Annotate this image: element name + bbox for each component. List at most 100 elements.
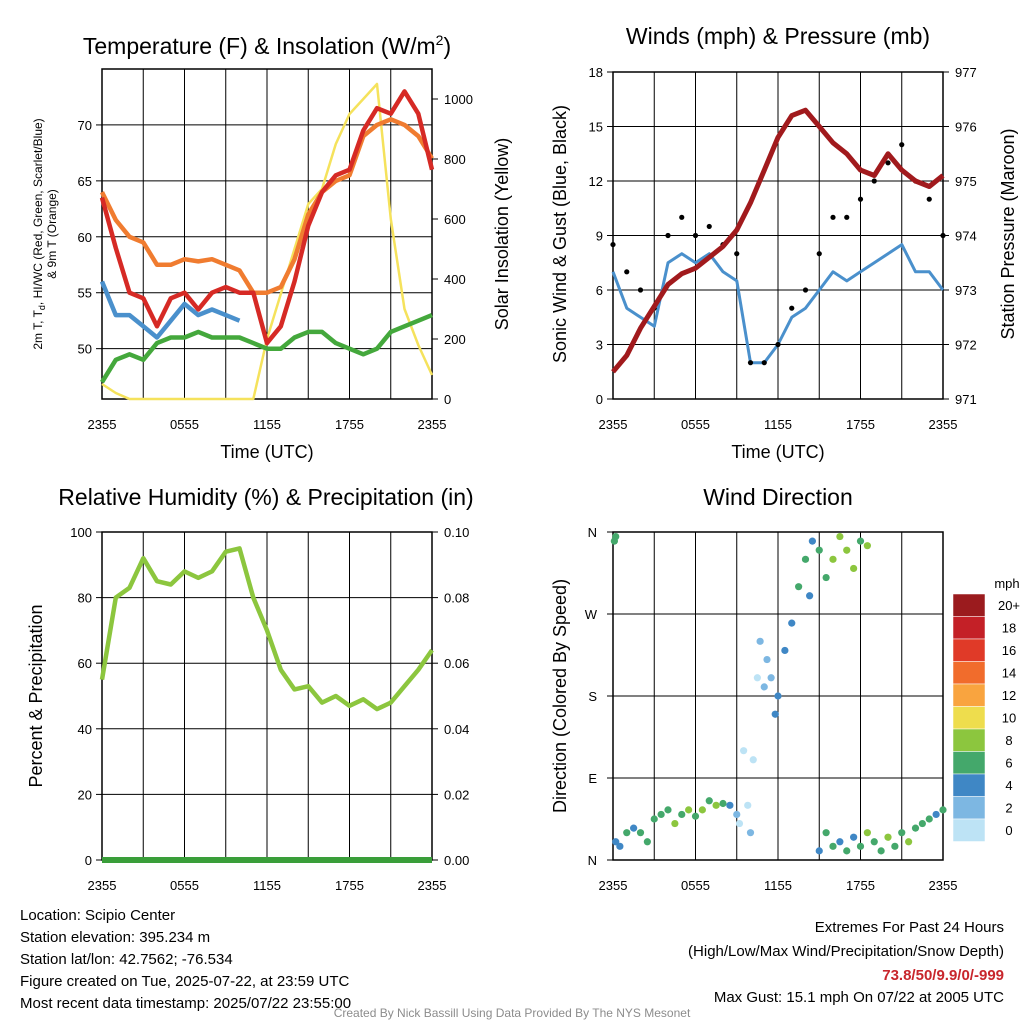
legend-swatch	[952, 818, 986, 842]
pressure-y-label: Station Pressure (Maroon)	[998, 128, 1018, 339]
direction-point	[733, 810, 741, 819]
direction-point	[763, 655, 771, 664]
direction-points	[610, 532, 947, 855]
extremes-values: 73.8/50/9.9/0/-999	[882, 967, 1004, 984]
direction-title: Wind Direction	[703, 484, 853, 510]
direction-point	[756, 637, 764, 645]
direction-point	[678, 810, 686, 819]
recent-timestamp: Most recent data timestamp: 2025/07/22 2…	[20, 995, 352, 1012]
y2-tick-label: 800	[444, 152, 466, 167]
legend-swatch	[952, 706, 986, 730]
direction-y-label: Direction (Colored By Speed)	[550, 579, 570, 813]
y-tick-label: 100	[70, 525, 92, 540]
y-tick-label: 12	[589, 174, 603, 189]
legend-swatch	[952, 661, 986, 685]
legend-label: 12	[1002, 688, 1016, 703]
temperature-series-line	[99, 89, 435, 346]
direction-point	[744, 801, 752, 809]
credit-line: Created By Nick Bassill Using Data Provi…	[333, 1006, 691, 1020]
direction-point	[781, 646, 789, 655]
y2-tick-label: 0	[444, 392, 451, 407]
direction-point	[664, 806, 672, 814]
y2-tick-label: 400	[444, 272, 466, 287]
legend-label: 2	[1005, 801, 1012, 816]
direction-point	[925, 815, 933, 823]
direction-point	[705, 797, 713, 805]
humidity-y-ticks: 0 20 40 60 80 100	[70, 525, 102, 868]
direction-point	[671, 819, 679, 828]
direction-point	[939, 806, 947, 814]
direction-point	[843, 546, 851, 554]
gust-point	[692, 232, 699, 239]
y-tick-label: 80	[78, 591, 92, 606]
gust-point	[871, 178, 877, 184]
temperature-y-label-line2: & 9m T (Orange)	[45, 189, 59, 279]
legend-swatch	[952, 683, 986, 707]
legend-label: 10	[1002, 711, 1016, 726]
temperature-panel: Temperature (F) & Insolation (W/m2) 50 55…	[31, 32, 512, 462]
winds-x-ticks: 2355 0555 1155 1755 2355	[599, 417, 958, 432]
y2-tick-label: 977	[955, 65, 977, 80]
gust-point	[816, 251, 822, 257]
direction-point	[740, 747, 748, 755]
y-tick-label: 0	[596, 392, 603, 407]
gust-point	[844, 214, 850, 220]
direction-point	[850, 833, 858, 841]
x-tick-label: 2355	[88, 417, 117, 432]
temperature-x-label: Time (UTC)	[220, 442, 313, 462]
x-tick-label: 1155	[253, 878, 281, 893]
y-tick-label: 55	[78, 286, 92, 301]
gust-point	[830, 214, 836, 220]
y-tick-label: 15	[589, 120, 603, 135]
x-tick-label: 2355	[418, 878, 447, 893]
station-info: Location: Scipio Center Station elevatio…	[20, 905, 351, 1015]
x-tick-label: 2355	[599, 878, 628, 893]
gust-point	[665, 232, 671, 239]
x-tick-label: 1755	[846, 417, 875, 432]
y-tick-label: 70	[78, 118, 92, 133]
winds-title: Winds (mph) & Pressure (mb)	[626, 23, 930, 49]
direction-point	[850, 564, 858, 573]
direction-point	[726, 801, 734, 809]
station-location: Location: Scipio Center	[20, 907, 176, 924]
humidity-panel: Relative Humidity (%) & Precipitation (i…	[26, 484, 474, 893]
y-tick-label: 9	[596, 229, 603, 244]
legend-label: 14	[1002, 666, 1016, 681]
y2-tick-label: 1000	[444, 92, 473, 107]
direction-point	[905, 838, 913, 846]
direction-point	[749, 756, 757, 764]
gust-point	[747, 360, 754, 366]
y2-tick-label: 0.08	[444, 591, 469, 606]
gust-point	[885, 160, 891, 166]
direction-point	[884, 833, 892, 841]
direction-point	[822, 573, 830, 582]
winds-y-ticks: 0 3 6 9 12 15 18	[589, 65, 613, 407]
legend-label: 18	[1002, 621, 1016, 636]
gust-point	[789, 305, 795, 311]
y2-tick-label: 973	[955, 283, 977, 298]
gust-point	[706, 223, 712, 230]
direction-tick-label: S	[588, 689, 597, 704]
legend-label: 20+	[998, 598, 1020, 613]
humidity-grid	[101, 532, 433, 860]
legend-swatch	[952, 728, 986, 752]
y2-tick-label: 600	[444, 212, 466, 227]
legend-swatch	[952, 751, 986, 775]
temperature-series	[99, 82, 435, 401]
y2-tick-label: 200	[444, 332, 466, 347]
y2-tick-label: 0.06	[444, 656, 469, 671]
direction-point	[795, 583, 803, 591]
max-gust: Max Gust: 15.1 mph On 07/22 at 2005 UTC	[713, 989, 1004, 1006]
gust-point	[624, 269, 630, 275]
direction-point	[870, 838, 878, 846]
x-tick-label: 1755	[335, 417, 364, 432]
gust-point	[679, 214, 685, 220]
y2-tick-label: 976	[955, 120, 977, 135]
x-tick-label: 1155	[253, 417, 281, 432]
direction-point	[856, 842, 865, 850]
direction-point	[801, 555, 810, 563]
legend-label: 6	[1005, 756, 1012, 771]
direction-point	[843, 847, 851, 855]
